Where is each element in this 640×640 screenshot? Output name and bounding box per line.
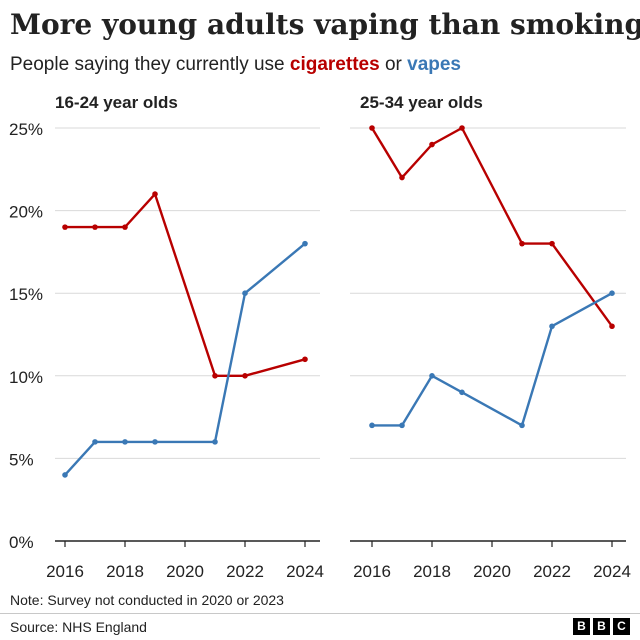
y-tick-label: 15% [9, 285, 43, 304]
x-tick-label: 2022 [226, 562, 264, 581]
data-point-cigarettes [429, 141, 435, 148]
data-point-cigarettes [549, 240, 555, 247]
data-point-vapes [609, 290, 615, 297]
subtitle-prefix: People saying they currently use [10, 54, 290, 75]
y-tick-label: 10% [9, 368, 43, 387]
data-point-cigarettes [459, 125, 465, 131]
y-tick-label: 5% [9, 450, 34, 469]
data-point-vapes [122, 439, 128, 445]
data-point-cigarettes [519, 240, 525, 247]
data-point-cigarettes [242, 373, 248, 379]
footer-divider [0, 613, 640, 614]
data-point-cigarettes [122, 224, 128, 230]
data-point-vapes [399, 422, 405, 429]
bbc-logo-letter: C [613, 618, 630, 635]
data-point-vapes [242, 290, 248, 297]
series-line-cigarettes [370, 126, 614, 328]
x-tick-label: 2018 [106, 562, 144, 581]
data-point-vapes [62, 472, 68, 478]
bbc-logo-letter: B [573, 618, 590, 635]
chart-source: Source: NHS England [10, 619, 147, 635]
data-point-vapes [429, 373, 435, 379]
data-point-vapes [459, 389, 465, 396]
subtitle-middle: or [379, 54, 408, 75]
series-line-vapes [63, 242, 307, 477]
x-tick-label: 2016 [353, 562, 391, 581]
data-point-cigarettes [609, 323, 615, 330]
bbc-logo: B B C [573, 618, 630, 635]
x-tick-label: 2024 [286, 562, 324, 581]
x-tick-label: 2024 [593, 562, 631, 581]
data-point-vapes [519, 422, 525, 429]
y-tick-label: 25% [9, 120, 43, 139]
chart-title: More young adults vaping than smoking [10, 8, 640, 41]
data-point-cigarettes [399, 174, 405, 181]
data-point-cigarettes [369, 125, 375, 131]
panel-title: 25-34 year olds [360, 93, 483, 112]
data-point-cigarettes [92, 224, 98, 230]
chart-note: Note: Survey not conducted in 2020 or 20… [10, 592, 284, 608]
x-tick-label: 2018 [413, 562, 451, 581]
x-tick-label: 2020 [473, 562, 511, 581]
data-point-vapes [92, 439, 98, 445]
data-point-cigarettes [302, 356, 308, 363]
x-tick-label: 2016 [46, 562, 84, 581]
x-tick-label: 2022 [533, 562, 571, 581]
bbc-logo-letter: B [593, 618, 610, 635]
panel-title: 16-24 year olds [55, 93, 178, 112]
y-tick-label: 20% [9, 203, 43, 222]
data-point-cigarettes [152, 191, 158, 197]
chart-subtitle: People saying they currently use cigaret… [10, 54, 461, 76]
series-line-cigarettes [63, 192, 307, 377]
legend-vapes: vapes [407, 54, 461, 75]
data-point-cigarettes [62, 224, 68, 230]
data-point-vapes [369, 422, 375, 429]
data-point-cigarettes [212, 373, 218, 379]
legend-cigarettes: cigarettes [289, 54, 380, 75]
series-line-vapes [370, 292, 614, 427]
data-point-vapes [212, 439, 218, 445]
x-tick-label: 2020 [166, 562, 204, 581]
data-point-vapes [549, 323, 555, 330]
y-tick-label: 0% [9, 533, 34, 552]
data-point-vapes [152, 439, 158, 445]
data-point-vapes [302, 240, 308, 247]
